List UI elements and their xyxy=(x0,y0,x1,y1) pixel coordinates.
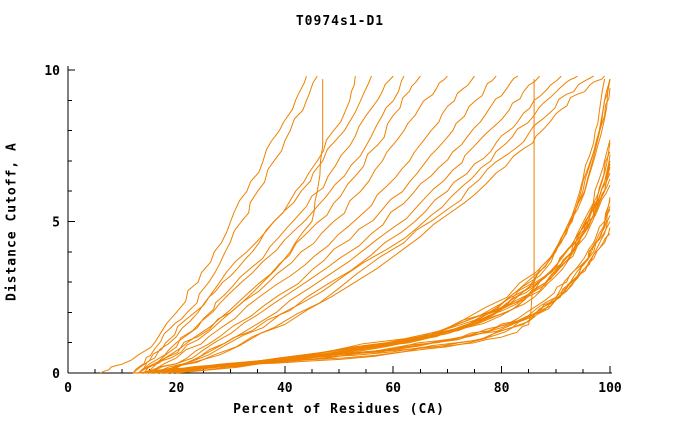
series-line xyxy=(100,75,307,374)
x-tick-label: 60 xyxy=(385,381,401,396)
series-line xyxy=(132,75,318,374)
x-tick-label: 40 xyxy=(277,381,293,396)
series-line xyxy=(132,76,356,374)
series-line xyxy=(154,75,540,374)
series-line xyxy=(149,75,497,374)
series-line xyxy=(159,75,594,374)
y-tick-label: 10 xyxy=(44,64,60,79)
x-tick-label: 100 xyxy=(598,381,622,396)
series-line xyxy=(138,200,611,374)
series-line xyxy=(138,75,421,374)
series-line xyxy=(149,75,519,374)
series-line xyxy=(143,79,535,374)
series-line xyxy=(176,139,611,374)
chart-title: T0974s1-D1 xyxy=(295,14,385,29)
series-line xyxy=(138,75,372,374)
series-line xyxy=(138,75,394,374)
series-line xyxy=(138,79,324,374)
y-tick-label: 0 xyxy=(52,367,60,382)
x-axis-label: Percent of Residues (CA) xyxy=(233,402,445,417)
series-line xyxy=(143,75,405,374)
x-tick-label: 80 xyxy=(494,381,510,396)
series-line xyxy=(170,151,611,374)
x-tick-label: 20 xyxy=(169,381,185,396)
series-line xyxy=(132,197,611,374)
series-line xyxy=(143,75,448,374)
series-line xyxy=(149,79,606,374)
y-tick-label: 5 xyxy=(52,216,60,231)
x-tick-label: 0 xyxy=(64,381,72,396)
series-line xyxy=(165,75,605,374)
series-line xyxy=(159,75,578,374)
series-line xyxy=(143,75,475,374)
series-line xyxy=(170,79,611,374)
series-line xyxy=(154,79,611,374)
y-axis-label: Distance Cutoff, A xyxy=(4,142,20,301)
